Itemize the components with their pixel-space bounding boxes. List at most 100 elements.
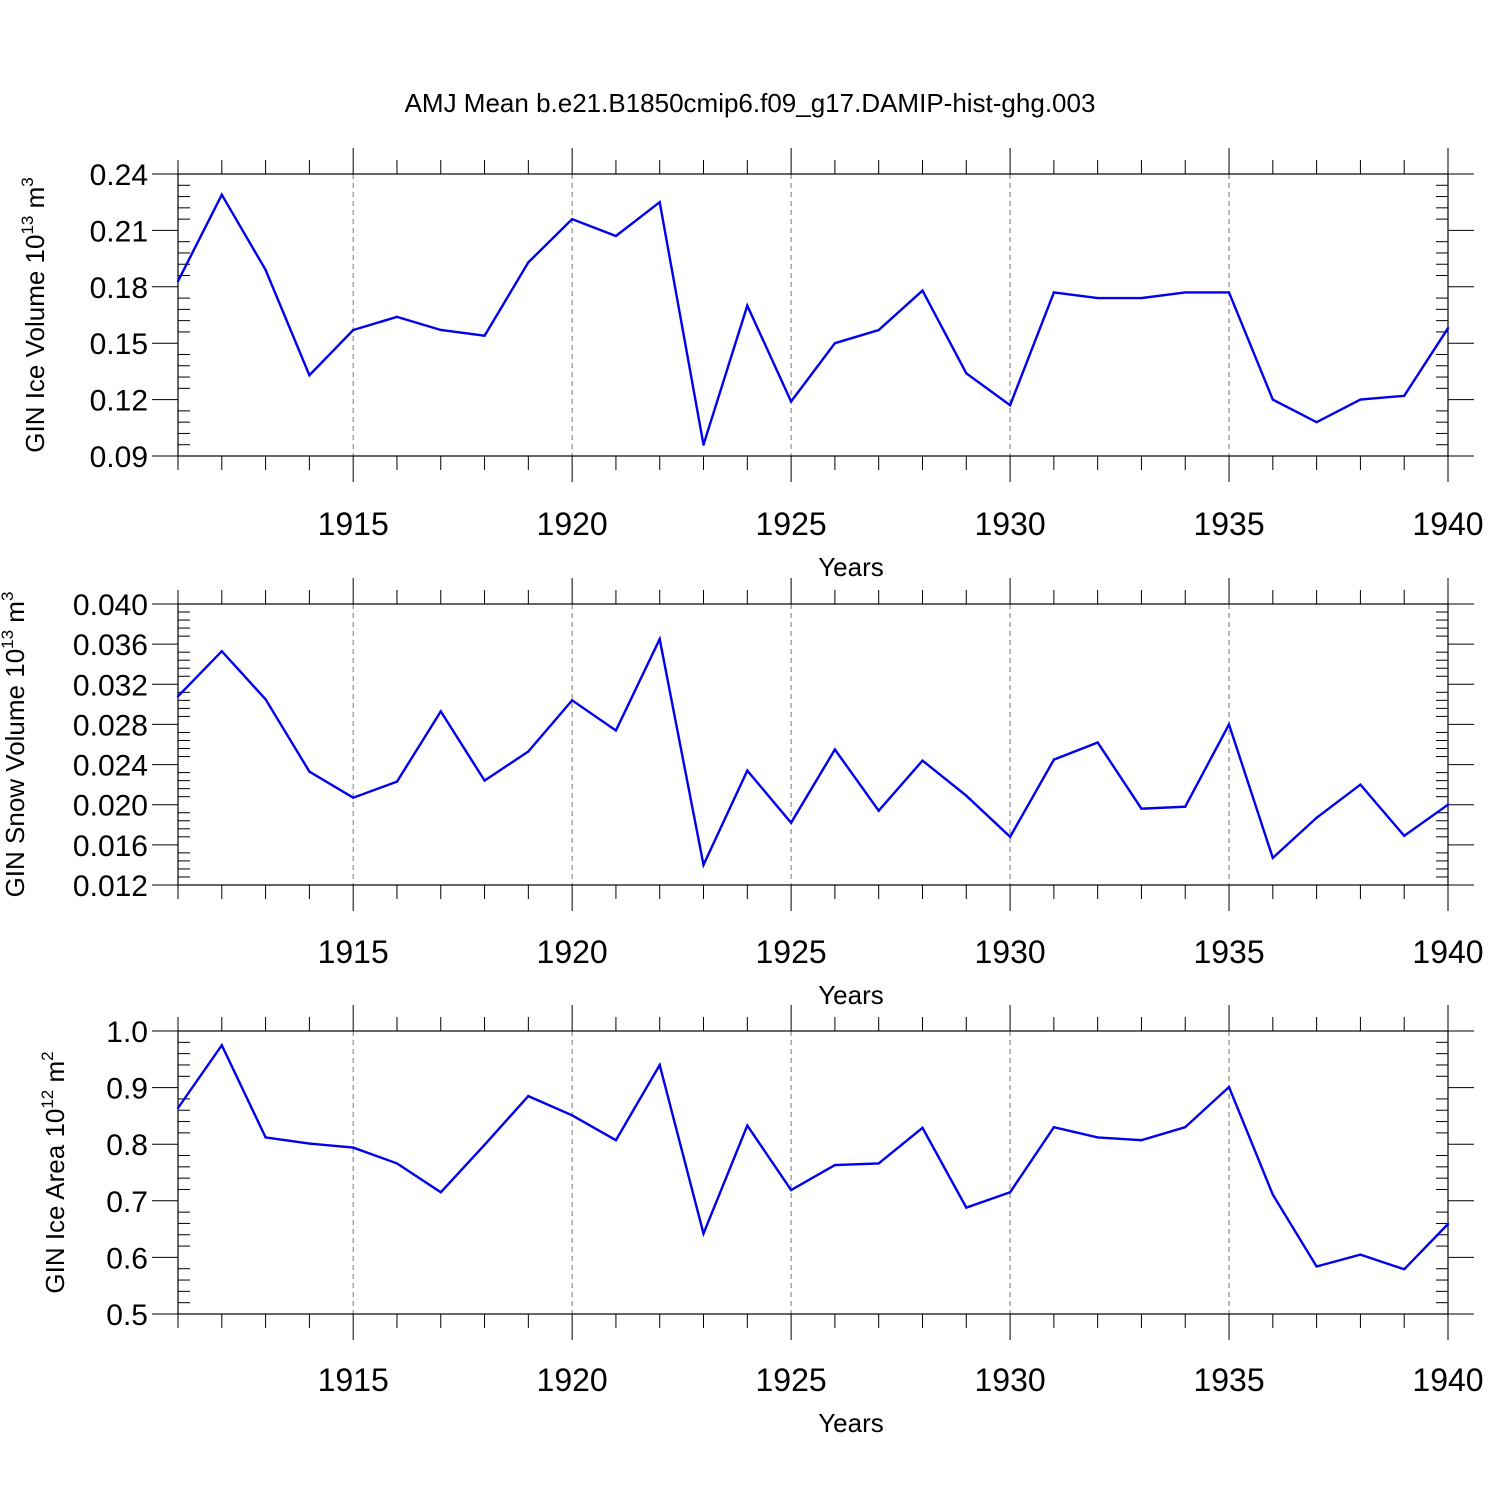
plot-frame bbox=[177, 173, 1449, 457]
y-tick-label: 0.7 bbox=[106, 1186, 148, 1219]
x-tick-label: 1925 bbox=[756, 934, 827, 970]
series-line bbox=[176, 192, 1450, 446]
data-point bbox=[395, 1162, 399, 1165]
data-point bbox=[746, 769, 749, 772]
x-tick-label: 1925 bbox=[756, 1362, 827, 1398]
data-point bbox=[483, 334, 486, 337]
x-tick-label: 1925 bbox=[756, 506, 827, 542]
data-point bbox=[1008, 404, 1012, 407]
data-point bbox=[921, 759, 924, 762]
data-point bbox=[1271, 398, 1275, 401]
y-tick-label: 0.024 bbox=[73, 750, 148, 783]
data-point bbox=[1403, 1268, 1406, 1271]
data-point bbox=[1403, 394, 1406, 398]
x-tick-label: 1940 bbox=[1412, 1362, 1483, 1398]
data-point bbox=[1446, 803, 1450, 806]
data-point bbox=[1052, 291, 1056, 294]
x-axis-title: Years bbox=[818, 1408, 884, 1438]
y-tick-label: 1.0 bbox=[106, 1016, 148, 1049]
series-line bbox=[177, 635, 1449, 869]
data-point bbox=[965, 794, 968, 797]
data-point bbox=[1140, 296, 1143, 300]
data-point bbox=[176, 1106, 180, 1110]
data-point bbox=[395, 780, 399, 783]
data-point bbox=[1140, 807, 1143, 810]
data-point bbox=[921, 1126, 924, 1129]
data-point bbox=[1227, 1085, 1231, 1089]
x-tick-label: 1935 bbox=[1193, 934, 1264, 970]
data-point bbox=[614, 1139, 618, 1142]
data-point bbox=[658, 201, 661, 204]
y-tick-label: 0.036 bbox=[73, 629, 148, 662]
y-tick-label: 0.09 bbox=[90, 441, 148, 474]
series-line bbox=[177, 1042, 1449, 1271]
data-point bbox=[833, 748, 837, 751]
data-point bbox=[965, 372, 968, 375]
y-axis-title: GIN Snow Volume 1013 m3 bbox=[0, 592, 30, 898]
x-tick-label: 1915 bbox=[318, 506, 389, 542]
y-tick-label: 0.21 bbox=[90, 215, 148, 248]
data-point bbox=[833, 342, 837, 345]
data-point bbox=[1359, 398, 1362, 401]
x-tick-label: 1920 bbox=[537, 1362, 608, 1398]
data-point bbox=[264, 1136, 267, 1139]
data-point bbox=[1227, 723, 1231, 726]
x-tick-label: 1915 bbox=[318, 1362, 389, 1398]
y-tick-label: 0.040 bbox=[73, 589, 148, 622]
data-point bbox=[308, 770, 311, 773]
data-point bbox=[483, 779, 486, 782]
data-point bbox=[527, 750, 530, 753]
data-point bbox=[614, 234, 618, 238]
y-axis-title: GIN Ice Volume 1013 m3 bbox=[18, 177, 50, 453]
data-point bbox=[1184, 805, 1187, 808]
data-point bbox=[1008, 1191, 1012, 1194]
data-point bbox=[351, 796, 355, 799]
x-tick-label: 1935 bbox=[1193, 506, 1264, 542]
data-point bbox=[1446, 1222, 1450, 1226]
data-point bbox=[264, 698, 267, 701]
data-point bbox=[702, 1232, 705, 1235]
data-point bbox=[789, 821, 793, 824]
data-point bbox=[789, 400, 793, 403]
data-point bbox=[877, 809, 880, 812]
y-tick-label: 0.12 bbox=[90, 385, 148, 418]
data-point bbox=[527, 1094, 530, 1098]
data-point bbox=[1359, 783, 1362, 786]
data-point bbox=[176, 695, 180, 698]
data-point bbox=[439, 710, 442, 713]
data-point bbox=[483, 1143, 486, 1146]
data-point bbox=[746, 1124, 749, 1127]
data-point bbox=[877, 1162, 880, 1165]
data-point bbox=[833, 1163, 837, 1167]
data-point bbox=[789, 1188, 793, 1192]
x-tick-label: 1940 bbox=[1412, 934, 1483, 970]
data-point bbox=[220, 1043, 223, 1047]
y-tick-label: 0.8 bbox=[106, 1129, 148, 1162]
data-point bbox=[1096, 1136, 1099, 1139]
data-point bbox=[1271, 856, 1275, 860]
data-point bbox=[264, 268, 267, 272]
data-point bbox=[1052, 758, 1056, 761]
y-tick-label: 0.15 bbox=[90, 328, 148, 361]
plot-frame bbox=[177, 1030, 1449, 1315]
data-point bbox=[439, 328, 442, 332]
data-point bbox=[1096, 296, 1099, 300]
data-point bbox=[658, 1063, 661, 1067]
data-point bbox=[1184, 291, 1187, 294]
data-point bbox=[1315, 420, 1318, 424]
data-point bbox=[1008, 835, 1012, 839]
chart-title: AMJ Mean b.e21.B1850cmip6.f09_g17.DAMIP-… bbox=[405, 88, 1096, 118]
data-point bbox=[746, 304, 749, 307]
panel-3: 0.5 0.6 0.7 0.8 0.9 1.0 1915 1920 1925 1930 1935 19… bbox=[38, 1005, 1484, 1438]
data-point bbox=[1096, 741, 1099, 744]
y-tick-label: 0.028 bbox=[73, 709, 148, 742]
y-tick-label: 0.18 bbox=[90, 272, 148, 305]
data-point bbox=[220, 649, 223, 653]
data-point bbox=[351, 1146, 355, 1149]
x-tick-label: 1920 bbox=[537, 506, 608, 542]
data-point bbox=[921, 289, 924, 292]
data-point bbox=[1184, 1126, 1187, 1129]
data-point bbox=[308, 1142, 311, 1145]
y-tick-label: 0.020 bbox=[73, 790, 148, 823]
panel-2: 0.012 0.016 0.020 0.024 0.028 0.032 0.036 0.040… bbox=[0, 578, 1484, 1010]
